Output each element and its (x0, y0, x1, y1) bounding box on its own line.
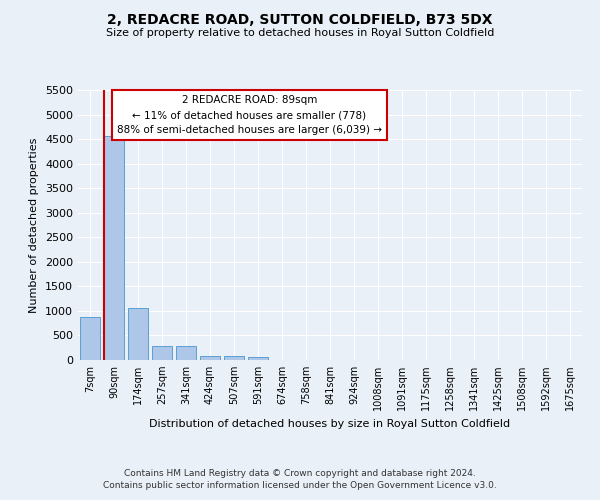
Text: Contains public sector information licensed under the Open Government Licence v3: Contains public sector information licen… (103, 481, 497, 490)
Bar (200, 356, 220, 360)
Bar (80, 317, 100, 360)
Bar (128, 308, 148, 360)
Bar (224, 356, 244, 360)
Bar (152, 346, 172, 360)
Bar (104, 136, 124, 360)
Y-axis label: Number of detached properties: Number of detached properties (29, 138, 40, 312)
X-axis label: Distribution of detached houses by size in Royal Sutton Coldfield: Distribution of detached houses by size … (149, 418, 511, 428)
Text: Size of property relative to detached houses in Royal Sutton Coldfield: Size of property relative to detached ho… (106, 28, 494, 38)
Text: Contains HM Land Registry data © Crown copyright and database right 2024.: Contains HM Land Registry data © Crown c… (124, 468, 476, 477)
Bar (176, 346, 196, 360)
Text: 2 REDACRE ROAD: 89sqm
← 11% of detached houses are smaller (778)
88% of semi-det: 2 REDACRE ROAD: 89sqm ← 11% of detached … (117, 96, 382, 135)
Bar (248, 358, 268, 360)
Text: 2, REDACRE ROAD, SUTTON COLDFIELD, B73 5DX: 2, REDACRE ROAD, SUTTON COLDFIELD, B73 5… (107, 12, 493, 26)
